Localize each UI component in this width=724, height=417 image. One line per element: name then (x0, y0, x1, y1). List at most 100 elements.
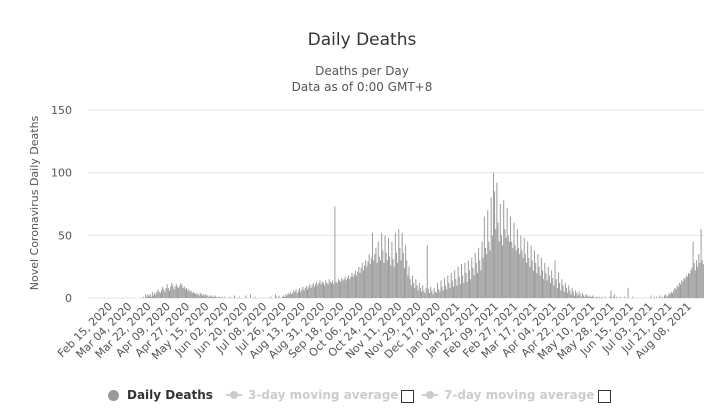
bar (669, 294, 671, 298)
bar (529, 266, 531, 298)
bar (588, 295, 590, 298)
bar (309, 284, 311, 298)
bar (423, 290, 425, 298)
bar (454, 270, 456, 298)
bar (530, 245, 532, 298)
bar (376, 262, 378, 298)
bar (327, 284, 329, 298)
bar (699, 262, 701, 298)
bar (535, 262, 537, 298)
line-marker-icon (226, 390, 242, 400)
bar (175, 284, 177, 298)
bar (351, 272, 353, 298)
bar (205, 294, 207, 298)
bar (409, 279, 411, 298)
bar (407, 275, 409, 298)
bar (538, 266, 540, 298)
bar (559, 282, 561, 298)
bar (650, 295, 652, 298)
bar (292, 292, 294, 298)
bar (526, 262, 528, 298)
bar (418, 282, 420, 298)
bar (508, 241, 510, 298)
bar (548, 275, 550, 298)
bar (197, 294, 199, 298)
bar (178, 287, 180, 298)
bar (561, 279, 563, 298)
bar (569, 290, 571, 298)
bar (672, 292, 674, 298)
bar (211, 295, 213, 298)
bar (276, 296, 278, 298)
bar (472, 267, 474, 298)
bar (346, 277, 348, 298)
bar (171, 282, 173, 298)
bar (288, 294, 290, 298)
bar (567, 292, 569, 298)
bar (542, 270, 543, 298)
bar (592, 295, 594, 298)
bar (675, 289, 677, 298)
bar (474, 252, 476, 298)
bar (369, 264, 371, 298)
bar (522, 257, 524, 298)
bar (158, 291, 160, 298)
bar (194, 292, 196, 298)
bar (151, 291, 153, 298)
bar (410, 285, 412, 298)
bar (203, 294, 205, 298)
bar (283, 295, 285, 298)
bar (359, 272, 361, 298)
bar (514, 245, 516, 298)
bar (278, 295, 280, 298)
bar (184, 289, 186, 298)
bar (401, 232, 403, 298)
bar (335, 281, 337, 298)
bar (358, 266, 360, 298)
bar (596, 296, 598, 298)
checkbox-3-day-average[interactable] (401, 390, 414, 403)
bar (482, 257, 484, 298)
bar (214, 295, 216, 298)
bar (429, 292, 431, 298)
bar (678, 282, 680, 298)
bar (506, 207, 508, 298)
bar (270, 296, 272, 298)
legend-item-3-day-average[interactable]: 3-day moving average (226, 386, 398, 404)
bar (553, 285, 555, 298)
chart-subtitle-line-2: Data as of 0:00 GMT+8 (291, 80, 433, 94)
bar (550, 282, 551, 298)
bar (179, 285, 181, 298)
bar (174, 286, 176, 298)
bar (167, 287, 169, 298)
bar (680, 284, 682, 298)
bar (161, 290, 162, 298)
bar (296, 292, 298, 298)
legend-item-daily-deaths[interactable]: Daily Deaths (108, 386, 213, 404)
bar (342, 280, 344, 298)
bar (439, 291, 441, 298)
legend-item-7-day-average[interactable]: 7-day moving average (422, 386, 594, 404)
bar (681, 280, 683, 298)
bar (357, 271, 359, 298)
bar (543, 279, 545, 298)
bar (670, 291, 672, 298)
bar (457, 266, 459, 298)
bar (692, 241, 694, 298)
bar (701, 260, 703, 298)
y-tick-label: 0 (65, 292, 72, 305)
bar (664, 295, 666, 298)
bar (486, 254, 488, 298)
checkbox-7-day-average[interactable] (598, 390, 611, 403)
bar (361, 262, 363, 298)
bar (333, 284, 335, 298)
bar (345, 280, 347, 298)
bar (414, 287, 416, 298)
bar (447, 275, 449, 298)
bar (321, 281, 323, 298)
bar (581, 292, 583, 298)
bar (149, 294, 151, 298)
bar (551, 270, 553, 298)
bar (213, 296, 215, 298)
